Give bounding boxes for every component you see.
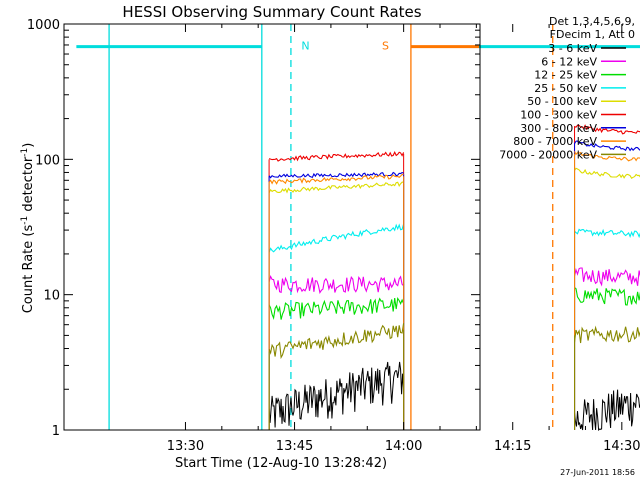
series-segment bbox=[268, 173, 404, 185]
series-7000-20000-kev bbox=[268, 323, 640, 430]
series-segment bbox=[574, 389, 640, 432]
legend-label: 300 - 800 keV bbox=[520, 122, 597, 135]
series-layer bbox=[268, 124, 640, 432]
tick-layer: 13:3013:4514:0014:1514:3014:4515:0011010… bbox=[27, 18, 640, 454]
series-segment bbox=[574, 140, 640, 152]
series-300-800-kev bbox=[268, 140, 640, 430]
y-tick-label: 1 bbox=[52, 424, 60, 439]
legend-label: 12 - 25 keV bbox=[534, 69, 597, 82]
legend-label: 6 - 12 keV bbox=[541, 55, 597, 68]
y-tick-label: 100 bbox=[35, 153, 60, 168]
legend-label: 3 - 6 keV bbox=[548, 42, 597, 55]
legend-label: 7000 - 20000 keV bbox=[499, 148, 597, 161]
series-segment bbox=[574, 151, 640, 162]
series-segment bbox=[573, 267, 640, 287]
series-segment bbox=[573, 325, 640, 344]
series-segment bbox=[268, 223, 405, 253]
series-segment bbox=[574, 228, 640, 239]
flag-n-label: N bbox=[301, 40, 309, 53]
x-tick-label: 14:30 bbox=[603, 439, 640, 454]
x-axis-label: Start Time (12-Aug-10 13:28:42) bbox=[175, 456, 387, 471]
flag-s-label: S bbox=[382, 40, 389, 53]
legend-label: 100 - 300 keV bbox=[520, 109, 597, 122]
y-tick-label: 10 bbox=[43, 289, 60, 304]
chart-title: HESSI Observing Summary Count Rates bbox=[122, 3, 421, 21]
series-segment bbox=[268, 171, 404, 179]
plot-frame bbox=[63, 23, 481, 431]
y-tick-label: 1000 bbox=[27, 18, 60, 33]
series-segment bbox=[268, 275, 405, 295]
y-axis-label: Count Rate (s-1 detector-1) bbox=[20, 143, 36, 314]
series-3-6-kev bbox=[268, 361, 640, 432]
series-segment bbox=[574, 124, 640, 135]
series-segment bbox=[574, 167, 640, 179]
series-segment bbox=[268, 151, 405, 162]
series-segment bbox=[268, 181, 404, 194]
series-segment bbox=[268, 361, 405, 428]
series-segment bbox=[268, 297, 405, 321]
legend-title-line-2: FDecim 1, Att 0 bbox=[550, 28, 635, 41]
legend-label: 25 - 50 keV bbox=[534, 82, 597, 95]
series-800-7000-kev bbox=[268, 151, 640, 430]
series-segment bbox=[574, 287, 640, 306]
series-segment bbox=[268, 323, 405, 360]
legend-label: 800 - 7000 keV bbox=[513, 135, 597, 148]
legend-label: 50 - 100 keV bbox=[527, 95, 597, 108]
x-tick-label: 14:15 bbox=[494, 439, 531, 454]
footer-date: 27-Jun-2011 18:56 bbox=[560, 468, 635, 477]
legend-title-line-1: Det 1,3,4,5,6,9, bbox=[549, 15, 635, 28]
legend: Det 1,3,4,5,6,9, FDecim 1, Att 0 3 - 6 k… bbox=[499, 15, 635, 161]
x-tick-label: 13:30 bbox=[167, 439, 204, 454]
x-tick-label: 14:00 bbox=[385, 439, 422, 454]
x-tick-label: 13:45 bbox=[276, 439, 313, 454]
